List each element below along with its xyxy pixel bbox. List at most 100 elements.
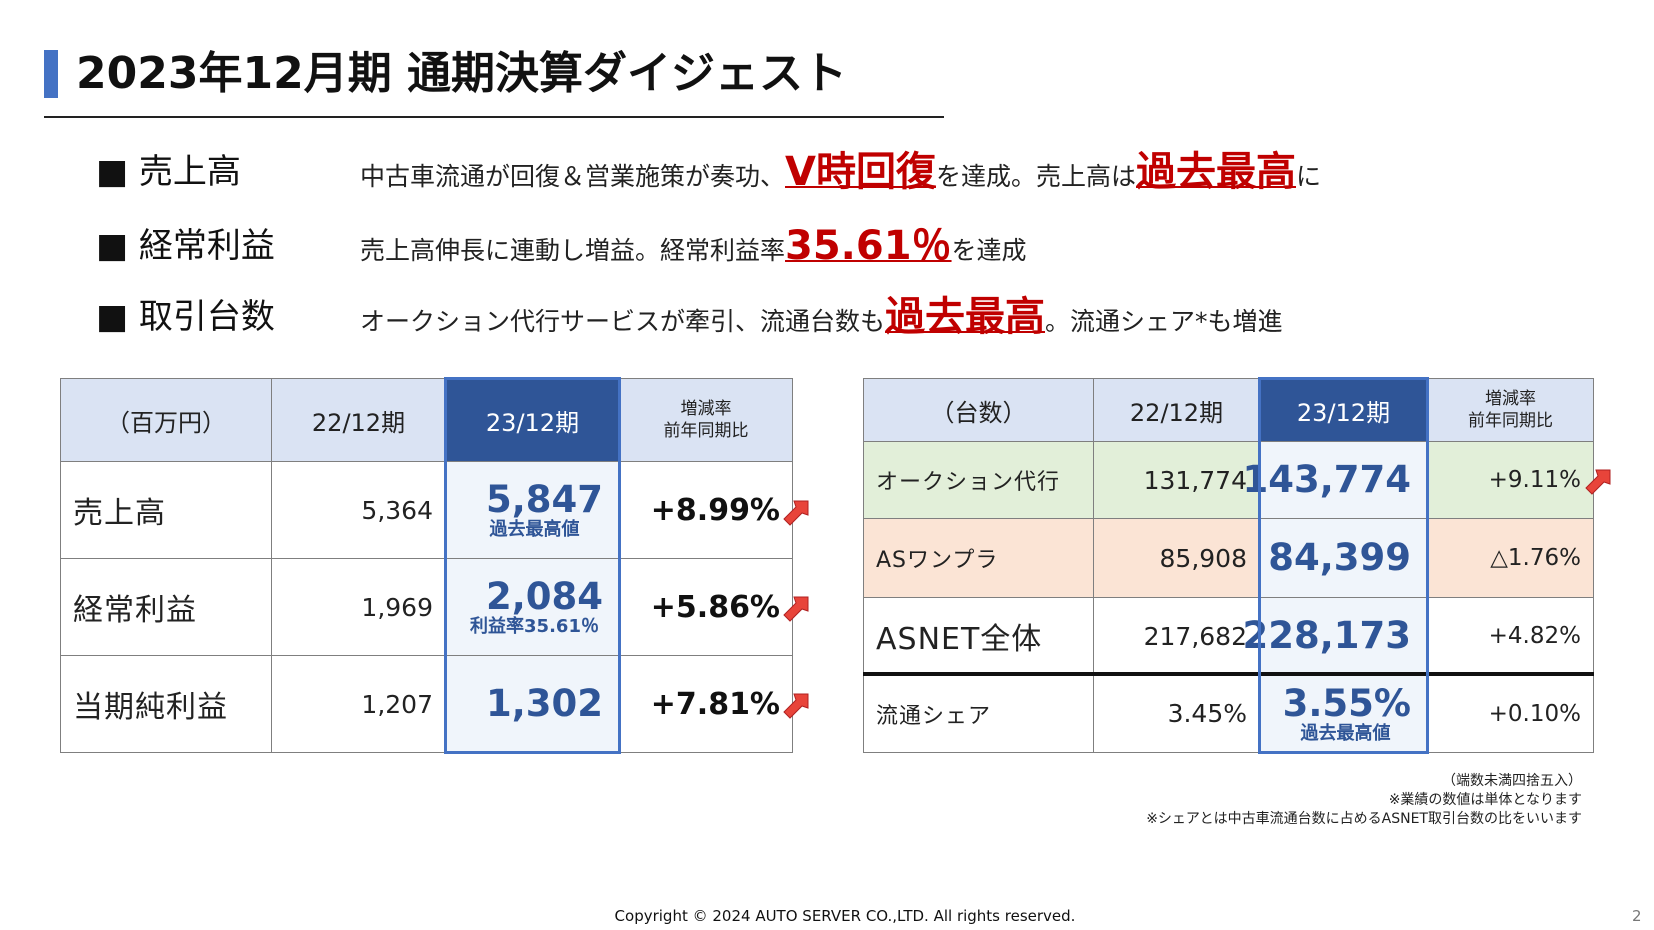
cell-text: 5,364 <box>361 495 433 525</box>
cell-text: 3.45% <box>1167 699 1247 728</box>
table-cell: 131,774 <box>1093 441 1260 519</box>
cell-text: +9.11% <box>1488 467 1581 493</box>
table-cell: オークション代行 <box>863 441 1094 519</box>
highlight-frame <box>444 377 621 754</box>
text: を達成。売上高は <box>935 162 1136 191</box>
cell-text: 5,847 <box>485 478 603 521</box>
text: 。流通シェア*も増進 <box>1045 307 1283 336</box>
cell-note: 過去最高値 <box>1300 722 1391 744</box>
cell-text: +5.86% <box>650 589 780 625</box>
cell-text: 1,969 <box>361 592 433 622</box>
text: に <box>1296 162 1322 191</box>
cell-text: +0.10% <box>1488 700 1581 727</box>
highlight: 35.61％ <box>785 223 952 269</box>
summary-label: ■ 取引台数 <box>96 297 275 337</box>
table-cell: ASワンプラ <box>863 518 1094 598</box>
cell-note: 利益率35.61％ <box>470 616 599 637</box>
table-cell: +9.11% <box>1427 441 1594 519</box>
cell-text: 経常利益 <box>73 593 197 628</box>
note: ※業績の数値は単体となります <box>1388 792 1582 808</box>
cell-text: 131,774 <box>1143 465 1247 495</box>
cell-text: 1,207 <box>361 689 433 719</box>
header-text: 23/12期 <box>485 408 580 437</box>
note: （端数未満四捨五入） <box>1442 773 1582 789</box>
highlight-frame <box>1258 377 1429 754</box>
highlight: 過去最高 <box>885 294 1046 340</box>
cell-text: 228,173 <box>1242 614 1411 657</box>
header-cell: （百万円） <box>60 378 272 462</box>
table-cell: 1,207 <box>271 655 446 753</box>
highlight: 過去最高 <box>1136 149 1296 195</box>
header-text: （台数） <box>930 398 1027 427</box>
text: 売上高伸長に連動し増益。経常利益率 <box>360 236 786 265</box>
header-cell: 23/12期 <box>1259 378 1428 442</box>
title: 2023年12月期 通期決算ダイジェスト <box>76 48 848 99</box>
table-cell: 5,364 <box>271 461 446 559</box>
table-cell: 143,774 <box>1242 441 1428 519</box>
cell-text: 85,908 <box>1159 543 1247 573</box>
header-line: 増減率 <box>1485 389 1536 409</box>
header-text: 22/12期 <box>1129 398 1224 427</box>
cell-text: △1.76% <box>1490 545 1581 571</box>
table-cell: 流通シェア <box>863 674 1094 753</box>
table-cell: 1,969 <box>271 558 446 656</box>
table-cell: +7.81% <box>619 655 793 753</box>
text: オークション代行サービスが牽引、流通台数も <box>360 307 886 336</box>
cell-text: +4.82% <box>1488 623 1581 649</box>
header-line: 増減率 <box>680 399 732 419</box>
cell-text: 3.55% <box>1282 681 1411 725</box>
summary-text: 中古車流通が回復＆営業施策が奏功、V時回復を達成。売上高は過去最高に <box>360 146 1321 203</box>
summary-text: 売上高伸長に連動し増益。経常利益率35.61％を達成 <box>360 220 1027 277</box>
table-cell: 2,084 利益率35.61％ <box>445 558 620 656</box>
separator <box>863 672 1594 676</box>
table-cell: △1.76% <box>1427 518 1594 598</box>
table-cell: 3.55% 過去最高値 <box>1259 674 1428 753</box>
cell-note: 過去最高値 <box>489 519 580 540</box>
cell-text: 84,399 <box>1268 536 1411 579</box>
copyright: Copyright © 2024 AUTO SERVER CO.,LTD. Al… <box>614 907 1076 925</box>
table-cell: +4.82% <box>1427 597 1594 675</box>
header-cell: 増減率 前年同期比 <box>619 378 793 462</box>
cell-text: オークション代行 <box>876 470 1061 495</box>
cell-text: ASNET全体 <box>876 622 1043 657</box>
table-cell: 217,682 <box>1093 597 1260 675</box>
text: を達成 <box>951 236 1027 265</box>
table-cell: +0.10% <box>1427 674 1594 753</box>
page-number: 2 <box>1632 907 1642 925</box>
summary-text: オークション代行サービスが牽引、流通台数も過去最高。流通シェア*も増進 <box>360 291 1283 348</box>
cell-text: +7.81% <box>650 686 780 722</box>
header-cell: 23/12期 <box>445 378 620 462</box>
cell-text: +8.99% <box>650 492 780 528</box>
header-cell: 22/12期 <box>1093 378 1260 442</box>
title-rule <box>44 116 944 118</box>
highlight: V時回復 <box>785 149 936 195</box>
note: ※シェアとは中古車流通台数に占めるASNET取引台数の比をいいます <box>1146 811 1582 827</box>
header-line: 前年同期比 <box>663 421 749 441</box>
summary-label: ■ 経常利益 <box>96 226 275 266</box>
table-cell: 当期純利益 <box>60 655 272 753</box>
cell-text: 1,302 <box>485 682 603 725</box>
table-cell: +5.86% <box>619 558 793 656</box>
header-cell: （台数） <box>863 378 1094 442</box>
header-text: （百万円） <box>106 408 226 437</box>
table-cell: 85,908 <box>1093 518 1260 598</box>
cell-text: 217,682 <box>1143 621 1247 651</box>
cell-text: ASワンプラ <box>876 548 999 573</box>
cell-text: 2,084 <box>485 575 603 618</box>
cell-text: 売上高 <box>73 496 166 531</box>
table-cell: 3.45% <box>1093 674 1260 753</box>
cell-text: 143,774 <box>1242 458 1411 501</box>
title-bar <box>44 50 58 98</box>
header-text: 23/12期 <box>1296 398 1391 427</box>
header-line: 前年同期比 <box>1468 411 1553 431</box>
table-cell: ASNET全体 <box>863 597 1094 675</box>
summary-label: ■ 売上高 <box>96 152 241 192</box>
table-cell: 経常利益 <box>60 558 272 656</box>
header-cell: 増減率 前年同期比 <box>1427 378 1594 442</box>
header-cell: 22/12期 <box>271 378 446 462</box>
table-cell: +8.99% <box>619 461 793 559</box>
table-cell: 5,847 過去最高値 <box>445 461 620 559</box>
cell-text: 流通シェア <box>876 703 992 729</box>
cell-text: 当期純利益 <box>73 690 228 725</box>
